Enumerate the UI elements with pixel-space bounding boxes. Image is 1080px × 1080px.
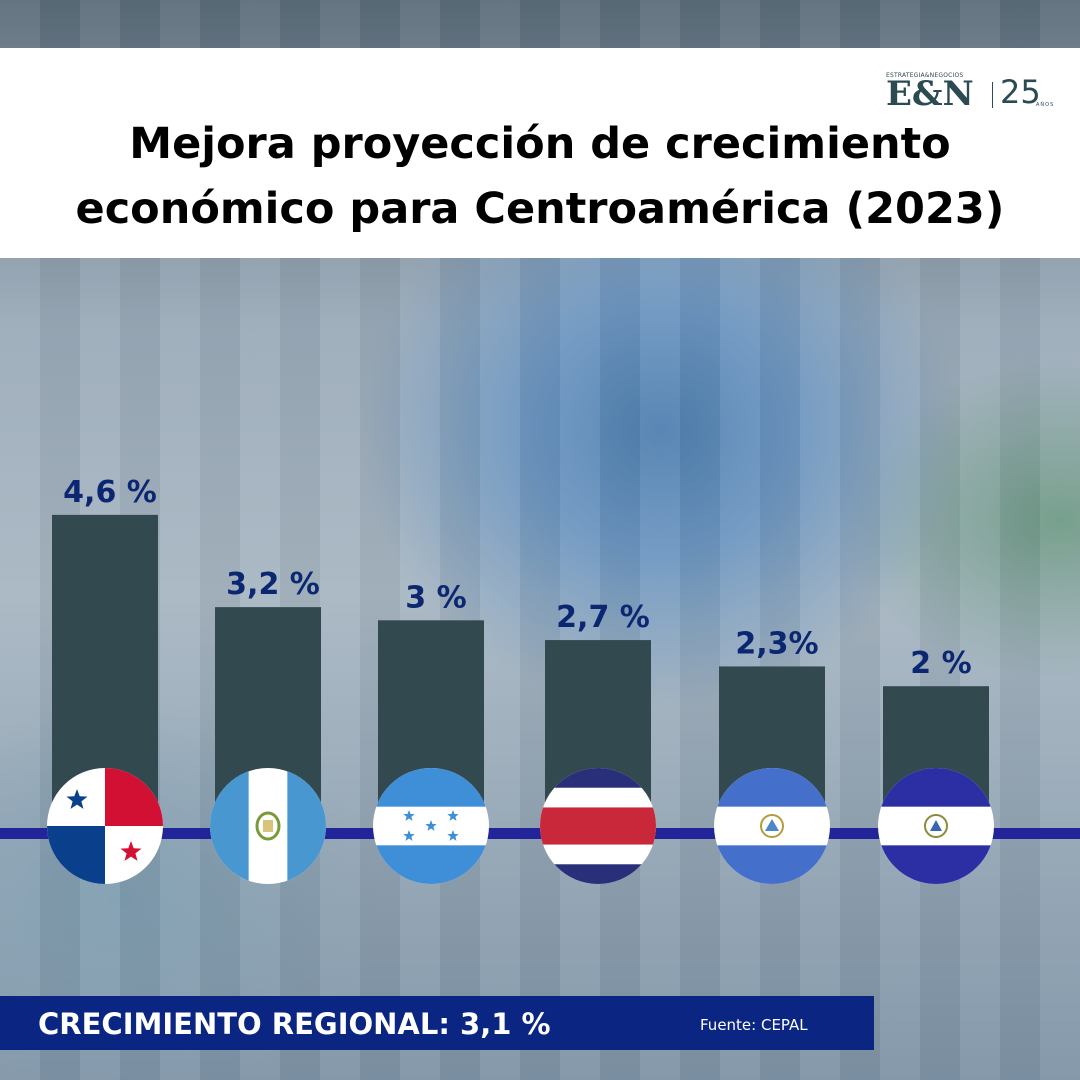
guatemala-flag-icon: Guatemala (210, 768, 326, 884)
logo-years-caption: AÑOS (1036, 102, 1055, 108)
bar-value-label: 2 % (910, 646, 971, 681)
logo-superscript: ESTRATEGIA&NEGOCIOS (886, 72, 964, 79)
regional-growth-label: CRECIMIENTO REGIONAL: 3,1 % (38, 1007, 551, 1041)
bar-value-label: 3 % (405, 580, 466, 615)
nicaragua-flag-icon: Nicaragua (714, 768, 830, 884)
costa-rica-flag-icon: Costa Rica (540, 768, 656, 884)
source-note: Fuente: CEPAL (700, 1016, 808, 1034)
logo-years: 25 (1000, 73, 1041, 111)
title-panel (0, 48, 1080, 258)
chart-baseline (0, 828, 1080, 839)
logo-separator (992, 82, 993, 108)
panama-flag-icon: Panamá (47, 768, 163, 884)
bar (52, 514, 158, 818)
chart-title: Mejora proyección de crecimiento económi… (75, 119, 1005, 234)
brand-logo: ESTRATEGIA&NEGOCIOS E&N 25 AÑOS (886, 72, 1058, 116)
honduras-flag-icon: Honduras (373, 768, 489, 884)
regional-growth-banner (0, 996, 874, 1050)
bar-value-label: 4,6 % (63, 475, 157, 510)
logo-mark: E&N (886, 74, 974, 114)
bar-value-label: 3,2 % (226, 567, 320, 602)
bar-value-label: 2,7 % (556, 600, 650, 635)
el-salvador-flag-icon: El Salvador (878, 768, 994, 884)
bar-value-label: 2,3% (735, 626, 818, 661)
